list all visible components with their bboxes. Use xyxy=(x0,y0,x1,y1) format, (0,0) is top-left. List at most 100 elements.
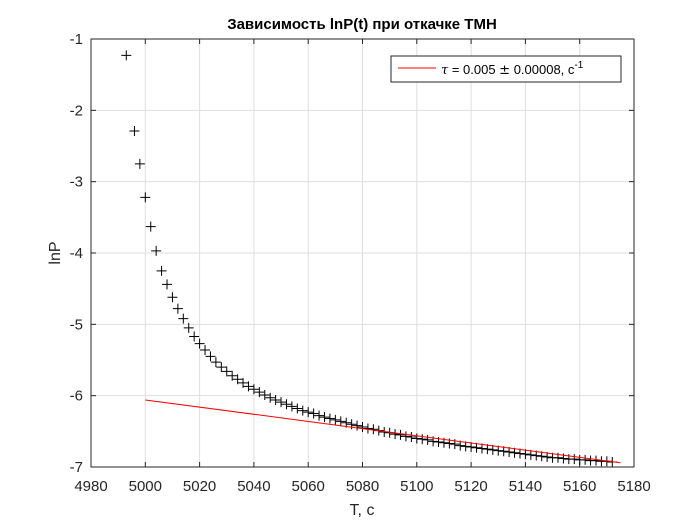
data-point-plus-marker xyxy=(580,454,591,465)
y-axis-label: lnP xyxy=(47,241,64,264)
y-tick-label: -4 xyxy=(70,245,83,262)
data-point-plus-marker xyxy=(145,221,156,232)
x-tick-label: 5080 xyxy=(346,478,379,495)
legend-plus-minus: ± xyxy=(499,63,510,78)
data-point-plus-marker xyxy=(357,422,368,433)
y-tick-label: -1 xyxy=(70,31,83,48)
x-tick-label: 5140 xyxy=(509,478,542,495)
data-point-plus-marker xyxy=(210,357,221,368)
data-point-plus-marker xyxy=(569,454,580,465)
data-point-plus-marker xyxy=(422,434,433,445)
data-point-plus-marker xyxy=(308,408,319,419)
legend: τ = 0.005 ± 0.00008, c-1 xyxy=(390,55,622,83)
data-point-plus-marker xyxy=(265,392,276,403)
data-point-plus-marker xyxy=(238,377,249,388)
data-point-plus-marker xyxy=(172,303,183,314)
data-point-plus-marker xyxy=(400,431,411,442)
data-point-plus-marker xyxy=(189,331,200,342)
legend-error-unit: 0.00008, c xyxy=(510,62,575,77)
data-point-plus-marker xyxy=(395,429,406,440)
data-point-plus-marker xyxy=(487,444,498,455)
data-point-plus-marker xyxy=(406,432,417,443)
y-tick-label: -5 xyxy=(70,316,83,333)
x-tick-label: 5020 xyxy=(183,478,216,495)
data-point-plus-marker xyxy=(303,407,314,418)
data-point-plus-marker xyxy=(243,381,254,392)
data-point-plus-marker xyxy=(151,245,162,256)
data-point-plus-marker xyxy=(330,414,341,425)
legend-box xyxy=(390,55,622,83)
data-point-plus-marker xyxy=(514,448,525,459)
data-point-plus-marker xyxy=(248,384,259,395)
data-point-plus-marker xyxy=(466,442,477,453)
y-tick-label: -2 xyxy=(70,102,83,119)
data-point-plus-marker xyxy=(542,452,553,463)
data-point-plus-marker xyxy=(411,433,422,444)
x-tick-label: 5000 xyxy=(129,478,162,495)
legend-label: τ = 0.005 ± 0.00008, c-1 xyxy=(441,60,584,78)
legend-value: = 0.005 xyxy=(448,62,499,77)
data-point-plus-marker xyxy=(324,413,335,424)
x-tick-label: 5180 xyxy=(617,478,650,495)
data-point-plus-marker xyxy=(520,449,531,460)
data-point-plus-marker xyxy=(276,397,287,408)
data-point-plus-marker xyxy=(178,313,189,324)
data-point-plus-marker xyxy=(205,351,216,362)
data-point-plus-marker xyxy=(140,192,151,203)
y-tick-label: -6 xyxy=(70,388,83,405)
data-point-plus-marker xyxy=(390,429,401,440)
axes-box xyxy=(90,38,635,468)
x-tick-label: 4980 xyxy=(74,478,107,495)
data-point-plus-marker xyxy=(270,394,281,405)
legend-unit-exponent: -1 xyxy=(574,60,583,71)
data-point-plus-marker xyxy=(200,345,211,356)
x-tick-label: 5040 xyxy=(237,478,270,495)
x-tick-label: 5060 xyxy=(292,478,325,495)
data-point-plus-marker xyxy=(460,441,471,452)
data-point-plus-marker xyxy=(498,446,509,457)
data-point-plus-marker xyxy=(167,292,178,303)
data-point-plus-marker xyxy=(286,401,297,412)
data-point-plus-marker xyxy=(254,387,265,398)
legend-tau-symbol: τ xyxy=(441,63,449,78)
data-point-plus-marker xyxy=(531,450,542,461)
data-point-plus-marker xyxy=(536,451,547,462)
y-axis-ticks: -1 -2 -3 -4 -5 -6 -7 xyxy=(70,31,634,476)
x-axis-label: T, c xyxy=(350,502,375,519)
data-point-plus-marker xyxy=(476,443,487,454)
data-point-plus-marker xyxy=(194,338,205,349)
x-tick-label: 5120 xyxy=(454,478,487,495)
data-point-plus-marker xyxy=(525,449,536,460)
data-point-plus-marker xyxy=(292,403,303,414)
data-point-plus-marker xyxy=(216,362,227,373)
data-point-plus-marker xyxy=(509,447,520,458)
data-point-plus-marker xyxy=(227,370,238,381)
data-point-plus-marker xyxy=(183,322,194,333)
data-point-plus-marker xyxy=(590,455,601,466)
y-tick-label: -7 xyxy=(70,459,83,476)
data-point-plus-marker xyxy=(221,366,232,377)
y-tick-label: -3 xyxy=(70,174,83,191)
data-marks xyxy=(121,50,621,468)
x-tick-label: 5160 xyxy=(563,478,596,495)
data-point-plus-marker xyxy=(259,389,270,400)
data-point-plus-marker xyxy=(482,444,493,455)
x-tick-label: 5100 xyxy=(400,478,433,495)
data-point-plus-marker xyxy=(504,447,515,458)
data-point-plus-marker xyxy=(335,416,346,427)
data-point-plus-marker xyxy=(493,445,504,456)
x-axis-ticks: 4980 5000 5020 5040 5060 5080 5100 5120 5140 5160… xyxy=(74,39,651,495)
data-point-plus-marker xyxy=(129,126,140,137)
data-point-plus-marker xyxy=(121,50,132,61)
data-point-plus-marker xyxy=(297,405,308,416)
data-point-plus-marker xyxy=(352,420,363,431)
data-point-plus-marker xyxy=(232,374,243,385)
data-point-plus-marker xyxy=(281,399,292,410)
data-point-plus-marker xyxy=(319,412,330,423)
data-point-plus-marker xyxy=(314,410,325,421)
data-point-plus-marker xyxy=(156,265,167,276)
data-point-plus-marker xyxy=(134,158,145,169)
data-point-plus-marker xyxy=(417,434,428,445)
fit-line xyxy=(145,399,621,464)
